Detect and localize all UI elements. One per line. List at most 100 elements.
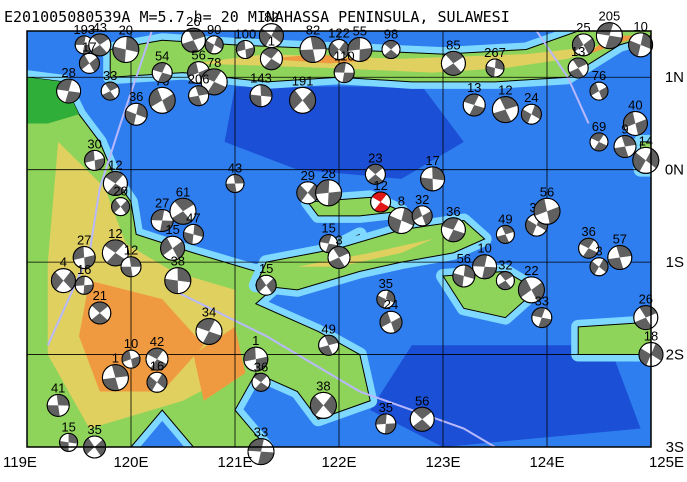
- event-beachball-quadrant-a: [432, 166, 445, 181]
- event-beachball-quadrant-a: [572, 57, 588, 68]
- event-beachball-label: 36: [129, 89, 143, 104]
- event-beachball-label: 85: [446, 37, 460, 52]
- event-beachball-outline: [495, 224, 515, 244]
- event-beachball-label: 78: [207, 55, 221, 70]
- event-beachball-label: 15: [321, 221, 335, 236]
- event-beachball: 38: [309, 378, 337, 419]
- event-beachball-quadrant-a: [245, 47, 255, 59]
- event-beachball: 26: [633, 292, 659, 331]
- event-beachball-quadrant-b: [233, 174, 244, 184]
- event-beachball-outline: [289, 86, 317, 114]
- event-beachball-outline: [567, 57, 589, 79]
- event-beachball: 12: [101, 226, 129, 267]
- event-beachball-quadrant-a: [51, 271, 64, 291]
- event-beachball-quadrant-a: [79, 54, 90, 70]
- lon-tick-label: 119E: [3, 454, 37, 471]
- event-beachball-quadrant-a: [120, 200, 130, 214]
- event-beachball: 30: [84, 136, 106, 171]
- event-beachball-outline: [452, 264, 476, 288]
- event-beachball-outline: [46, 393, 70, 417]
- event-beachball-label: 54: [155, 49, 169, 64]
- event-beachball-label: 82: [264, 10, 278, 25]
- event-beachball-quadrant-a: [599, 86, 608, 100]
- event-beachball-outline: [160, 235, 186, 261]
- event-beachball-outline: [589, 132, 609, 152]
- event-beachball: 33: [531, 294, 553, 329]
- event-beachball-label: 90: [207, 22, 221, 37]
- event-beachball-quadrant-b: [147, 375, 157, 391]
- event-beachball: 61: [169, 184, 197, 225]
- event-beachball-label: 69: [592, 119, 606, 134]
- lon-tick-label: 124E: [529, 454, 564, 471]
- event-beachball: 12: [102, 158, 128, 197]
- event-beachball-quadrant-b: [102, 91, 116, 101]
- event-beachball: 78: [200, 55, 228, 96]
- event-beachball-label: 12: [498, 83, 512, 98]
- event-beachball-quadrant-b: [59, 440, 69, 452]
- event-beachball-outline: [255, 274, 277, 296]
- event-beachball-quadrant-a: [333, 246, 350, 258]
- event-beachball-quadrant-b: [249, 94, 262, 107]
- event-beachball-outline: [491, 96, 519, 124]
- event-beachball-quadrant-b: [569, 67, 584, 78]
- event-beachball-outline: [517, 276, 545, 304]
- event-beachball-outline: [56, 78, 82, 104]
- event-beachball-quadrant-b: [84, 150, 95, 163]
- event-beachball-outline: [148, 86, 176, 114]
- event-beachball-label: 16: [150, 358, 164, 373]
- north-arm-hills: [193, 44, 610, 73]
- event-beachball-outline: [633, 305, 659, 331]
- event-beachball-outline: [50, 268, 76, 294]
- event-beachball: 26: [180, 14, 206, 53]
- event-beachball-quadrant-a: [296, 184, 308, 202]
- event-beachball-label: 17: [425, 153, 439, 168]
- event-beachball: 36: [124, 89, 148, 126]
- event-beachball: 10: [472, 241, 498, 280]
- event-beachball-quadrant-b: [359, 48, 372, 62]
- event-beachball-outline: [495, 271, 515, 291]
- event-beachball-label: 28: [61, 65, 75, 80]
- event-beachball: 110: [333, 49, 355, 84]
- event-beachball-quadrant-b: [253, 373, 268, 383]
- event-beachball-quadrant-b: [614, 146, 629, 158]
- event-beachball-label: 56: [415, 393, 429, 408]
- event-beachball: 35: [375, 400, 397, 435]
- event-beachball-quadrant-b: [89, 57, 100, 73]
- event-beachball: 36: [578, 224, 600, 259]
- event-beachball-quadrant-a: [111, 364, 129, 378]
- event-beachball: 33: [100, 68, 120, 101]
- event-beachball-quadrant-a: [94, 439, 106, 457]
- event-beachball-quadrant-a: [521, 109, 532, 124]
- event-beachball-label: 22: [524, 263, 538, 278]
- event-beachball-quadrant-a: [367, 164, 384, 175]
- event-beachball-quadrant-b: [149, 88, 163, 108]
- event-beachball-label: 21: [93, 288, 107, 303]
- event-beachball-outline: [411, 205, 433, 227]
- event-beachball-label: 61: [176, 184, 190, 199]
- event-beachball-outline: [124, 102, 148, 126]
- event-beachball-quadrant-a: [75, 276, 85, 287]
- event-beachball-quadrant-b: [380, 311, 391, 328]
- event-beachball-label: 10: [124, 336, 138, 351]
- event-beachball-label: 27: [77, 232, 91, 247]
- lat-tick-label: 1S: [666, 254, 684, 271]
- event-beachball-quadrant-b: [63, 271, 76, 290]
- event-beachball-label: 191: [292, 73, 314, 88]
- event-beachball-outline: [200, 68, 228, 96]
- event-beachball: 49: [318, 321, 340, 356]
- event-beachball-label: 14: [639, 133, 653, 148]
- lon-tick-label: 125E: [649, 454, 684, 471]
- mountains-east: [193, 326, 246, 401]
- event-beachball: 22: [517, 263, 545, 304]
- event-beachball-outline: [249, 84, 273, 108]
- event-beachball-quadrant-b: [593, 141, 608, 151]
- event-beachball-quadrant-b: [243, 347, 256, 362]
- event-beachball-label: 35: [379, 400, 393, 415]
- event-beachball: 1: [243, 333, 269, 372]
- event-beachball-quadrant-b: [583, 38, 595, 55]
- event-beachball: 35: [376, 276, 396, 309]
- event-beachball-quadrant-a: [347, 37, 361, 51]
- event-beachball-outline: [531, 307, 553, 329]
- event-beachball-outline: [151, 62, 173, 84]
- target-event-beachball: 12: [370, 178, 392, 213]
